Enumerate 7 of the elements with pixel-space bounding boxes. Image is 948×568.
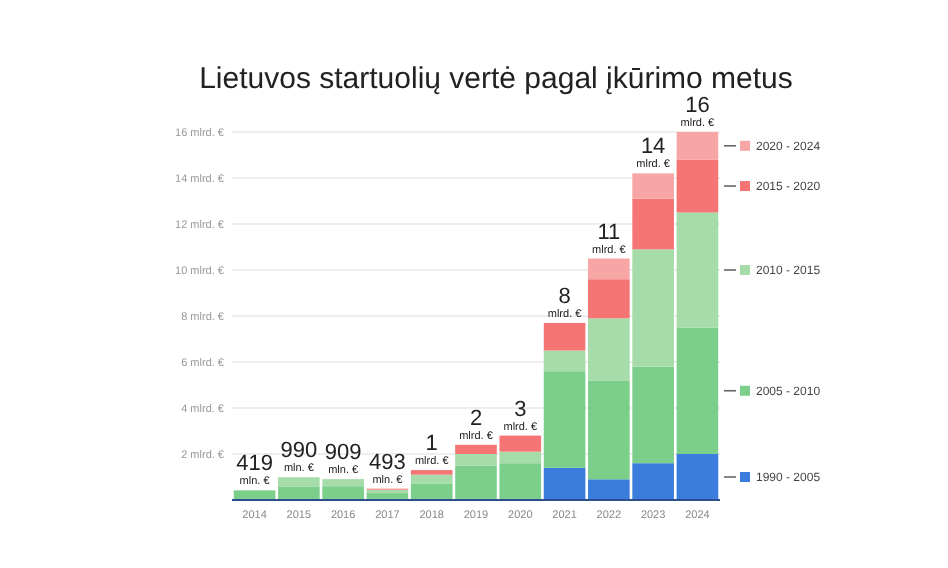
bar	[676, 132, 719, 160]
bar	[588, 258, 630, 280]
bar	[588, 279, 630, 319]
bar	[543, 322, 586, 351]
bar	[410, 474, 453, 484]
bar	[632, 173, 674, 199]
chart-title: Lietuvos startuolių vertė pagal įkūrimo metus	[199, 62, 793, 96]
